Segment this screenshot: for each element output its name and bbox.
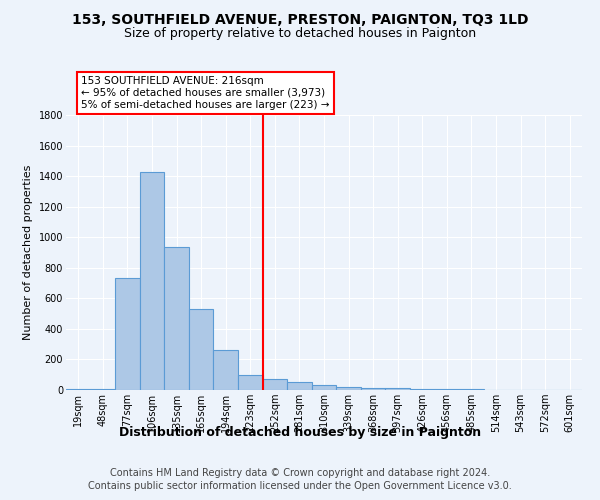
Bar xyxy=(336,387,361,390)
Y-axis label: Number of detached properties: Number of detached properties xyxy=(23,165,33,340)
Bar xyxy=(115,278,140,390)
Text: Contains public sector information licensed under the Open Government Licence v3: Contains public sector information licen… xyxy=(88,481,512,491)
Bar xyxy=(263,378,287,390)
Bar xyxy=(385,388,410,390)
Bar xyxy=(214,350,238,390)
Bar xyxy=(189,309,214,390)
Bar xyxy=(459,389,484,390)
Bar xyxy=(312,386,336,390)
Bar xyxy=(140,172,164,390)
Text: Contains HM Land Registry data © Crown copyright and database right 2024.: Contains HM Land Registry data © Crown c… xyxy=(110,468,490,477)
Text: Size of property relative to detached houses in Paignton: Size of property relative to detached ho… xyxy=(124,28,476,40)
Bar xyxy=(287,382,312,390)
Bar xyxy=(361,388,385,390)
Bar xyxy=(66,389,91,390)
Bar xyxy=(238,374,263,390)
Text: 153 SOUTHFIELD AVENUE: 216sqm
← 95% of detached houses are smaller (3,973)
5% of: 153 SOUTHFIELD AVENUE: 216sqm ← 95% of d… xyxy=(82,76,330,110)
Bar xyxy=(434,389,459,390)
Bar xyxy=(91,389,115,390)
Bar xyxy=(164,247,189,390)
Bar xyxy=(410,389,434,390)
Text: 153, SOUTHFIELD AVENUE, PRESTON, PAIGNTON, TQ3 1LD: 153, SOUTHFIELD AVENUE, PRESTON, PAIGNTO… xyxy=(72,12,528,26)
Text: Distribution of detached houses by size in Paignton: Distribution of detached houses by size … xyxy=(119,426,481,439)
